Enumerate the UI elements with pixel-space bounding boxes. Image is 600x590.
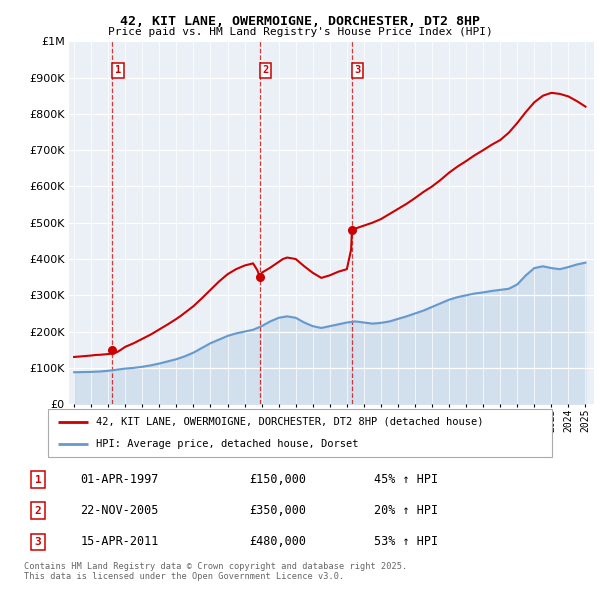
FancyBboxPatch shape (48, 409, 552, 457)
Text: 2: 2 (35, 506, 41, 516)
Text: 42, KIT LANE, OWERMOIGNE, DORCHESTER, DT2 8HP (detached house): 42, KIT LANE, OWERMOIGNE, DORCHESTER, DT… (96, 417, 484, 427)
Text: 42, KIT LANE, OWERMOIGNE, DORCHESTER, DT2 8HP: 42, KIT LANE, OWERMOIGNE, DORCHESTER, DT… (120, 15, 480, 28)
Text: 3: 3 (35, 537, 41, 547)
Text: £350,000: £350,000 (250, 504, 307, 517)
Text: 15-APR-2011: 15-APR-2011 (80, 536, 159, 549)
Text: 53% ↑ HPI: 53% ↑ HPI (374, 536, 438, 549)
Text: 22-NOV-2005: 22-NOV-2005 (80, 504, 159, 517)
Text: Contains HM Land Registry data © Crown copyright and database right 2025.
This d: Contains HM Land Registry data © Crown c… (24, 562, 407, 581)
Text: HPI: Average price, detached house, Dorset: HPI: Average price, detached house, Dors… (96, 439, 358, 449)
Text: 20% ↑ HPI: 20% ↑ HPI (374, 504, 438, 517)
Text: £150,000: £150,000 (250, 473, 307, 486)
Text: Price paid vs. HM Land Registry's House Price Index (HPI): Price paid vs. HM Land Registry's House … (107, 27, 493, 37)
Text: 3: 3 (355, 65, 361, 76)
Text: 01-APR-1997: 01-APR-1997 (80, 473, 159, 486)
Text: 2: 2 (262, 65, 269, 76)
Text: £480,000: £480,000 (250, 536, 307, 549)
Text: 1: 1 (115, 65, 121, 76)
Text: 45% ↑ HPI: 45% ↑ HPI (374, 473, 438, 486)
Text: 1: 1 (35, 475, 41, 484)
